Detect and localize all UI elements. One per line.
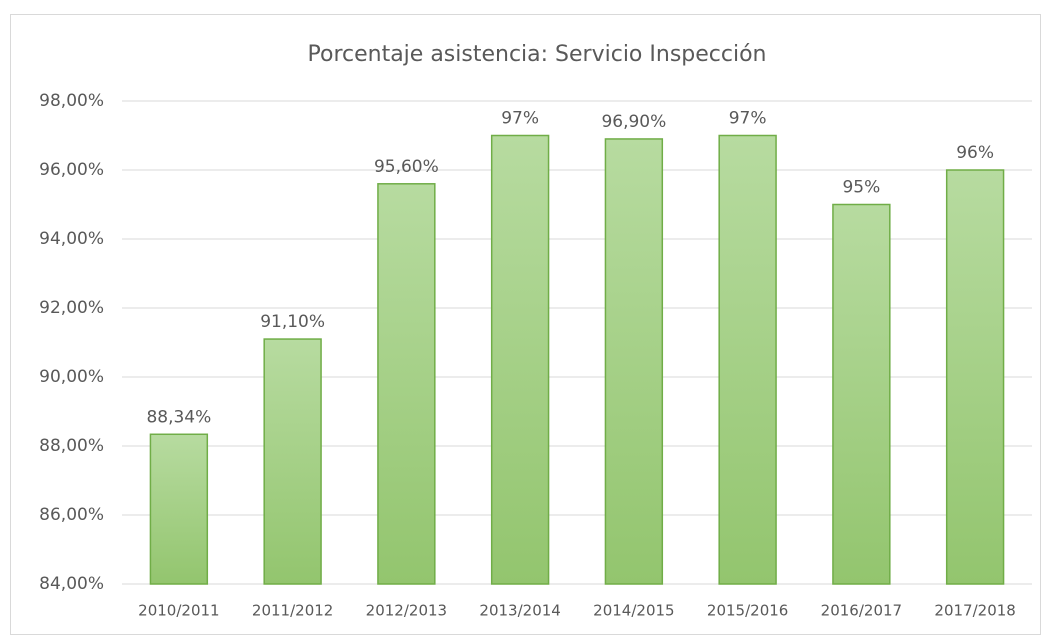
y-tick-label: 84,00% bbox=[39, 574, 104, 594]
x-tick-label: 2012/2013 bbox=[366, 602, 447, 620]
value-label: 96,90% bbox=[601, 112, 666, 132]
bar bbox=[832, 203, 891, 585]
y-tick-label: 90,00% bbox=[39, 367, 104, 387]
x-tick-label: 2011/2012 bbox=[252, 602, 333, 620]
y-tick-label: 86,00% bbox=[39, 505, 104, 525]
bar bbox=[718, 134, 777, 585]
bar bbox=[149, 433, 209, 585]
y-tick-label: 94,00% bbox=[39, 229, 104, 249]
bar bbox=[490, 134, 550, 585]
y-tick-label: 96,00% bbox=[39, 160, 104, 180]
x-tick-label: 2013/2014 bbox=[479, 602, 560, 620]
bar bbox=[604, 138, 664, 585]
chart-title: Porcentaje asistencia: Servicio Inspecci… bbox=[308, 42, 767, 67]
value-label: 88,34% bbox=[146, 407, 211, 427]
y-tick-label: 92,00% bbox=[39, 298, 104, 318]
value-label: 96% bbox=[956, 143, 994, 163]
value-label: 91,10% bbox=[260, 312, 325, 332]
value-label: 97% bbox=[501, 109, 539, 129]
y-tick-label: 88,00% bbox=[39, 436, 104, 456]
x-tick-label: 2016/2017 bbox=[821, 602, 902, 620]
bar bbox=[945, 169, 1005, 585]
bar bbox=[263, 338, 322, 585]
value-label: 95% bbox=[842, 178, 880, 198]
x-tick-label: 2010/2011 bbox=[138, 602, 219, 620]
x-tick-label: 2017/2018 bbox=[934, 602, 1015, 620]
value-label: 95,60% bbox=[374, 157, 439, 177]
bar bbox=[377, 183, 436, 585]
y-tick-label: 98,00% bbox=[39, 91, 104, 111]
value-label: 97% bbox=[729, 109, 767, 129]
x-tick-label: 2014/2015 bbox=[593, 602, 674, 620]
x-tick-label: 2015/2016 bbox=[707, 602, 788, 620]
